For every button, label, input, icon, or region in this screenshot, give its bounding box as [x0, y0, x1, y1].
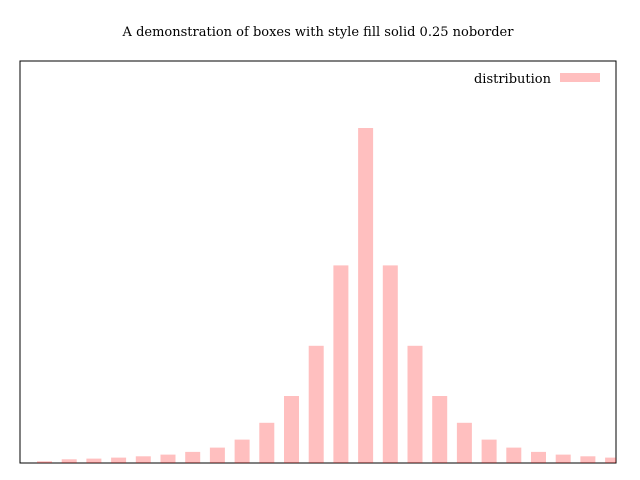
bar-21	[555, 454, 571, 463]
bar-7	[209, 447, 225, 463]
bar-9	[259, 422, 275, 463]
bar-23	[605, 457, 616, 463]
bar-16	[432, 396, 448, 463]
plot-frame	[19, 60, 617, 464]
legend: distribution	[474, 72, 600, 87]
bar-6	[185, 451, 201, 463]
bar-22	[580, 456, 596, 463]
legend-label: distribution	[474, 72, 552, 87]
bars-group	[37, 128, 616, 464]
bar-11	[308, 345, 324, 463]
bar-19	[506, 447, 522, 463]
bar-1	[61, 459, 77, 463]
bar-20	[531, 451, 546, 463]
bar-18	[481, 439, 497, 464]
bar-2	[86, 458, 102, 463]
bar-15	[407, 345, 423, 463]
bar-13	[358, 128, 374, 463]
bar-5	[160, 454, 176, 463]
bar-0	[37, 461, 52, 463]
bar-8	[234, 439, 250, 464]
bar-3	[111, 457, 127, 463]
bar-14	[382, 265, 398, 463]
bar-17	[456, 422, 472, 463]
bar-12	[333, 265, 349, 463]
bar-4	[135, 456, 151, 463]
chart-title: A demonstration of boxes with style fill…	[122, 25, 515, 40]
legend-swatch	[560, 73, 600, 82]
bar-10	[284, 396, 299, 463]
